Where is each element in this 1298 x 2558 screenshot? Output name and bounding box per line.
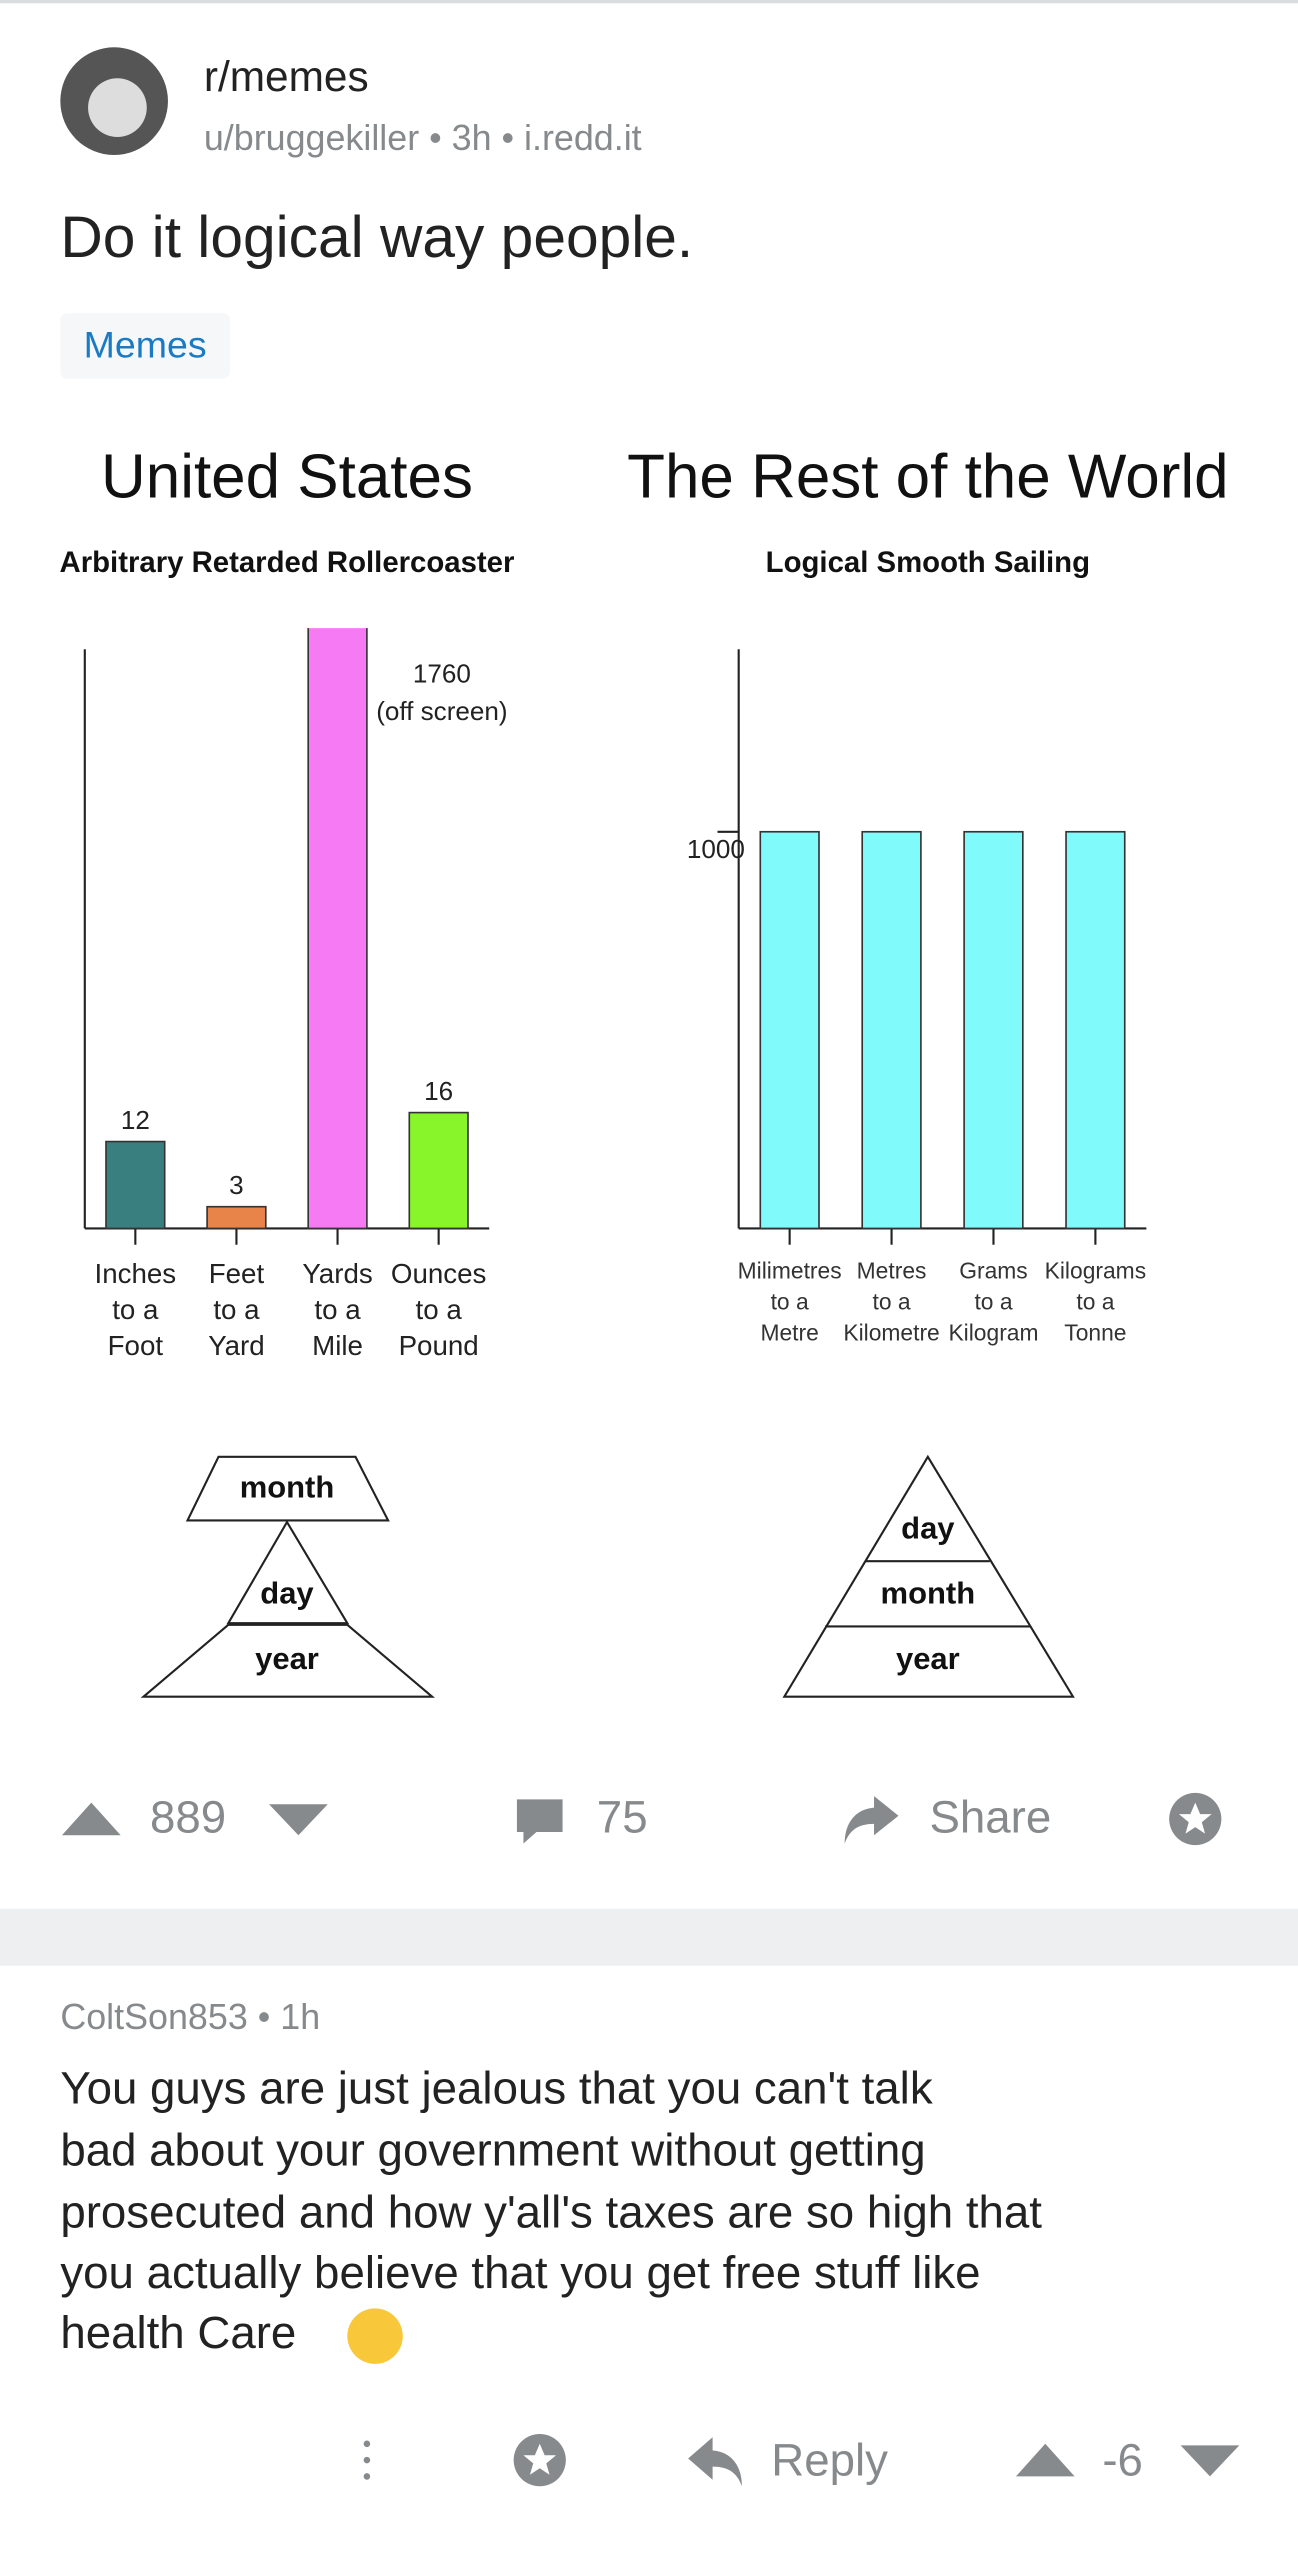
reply[interactable]: Reply	[771, 2434, 888, 2485]
comment-line: bad about your government without gettin…	[60, 2124, 925, 2175]
bar	[408, 1111, 469, 1230]
flair[interactable]: Memes	[84, 323, 207, 365]
x-tick-label: Pound	[399, 1330, 479, 1361]
chart-subtitle: Arbitrary Retarded Rollercoaster	[60, 546, 515, 579]
shape	[782, 1454, 1075, 1698]
comments-icon[interactable]	[516, 1799, 563, 1844]
comment-line: prosecuted and how y'all's taxes are so …	[60, 2186, 1042, 2237]
separator	[0, 1908, 1298, 1966]
comment-line: you actually believe that you get free s…	[60, 2247, 980, 2298]
x-tick-label: Grams	[959, 1258, 1027, 1284]
data-label: 3	[229, 1170, 244, 1200]
x-tick-label: Milimetres	[738, 1258, 842, 1284]
x-tick-label: to a	[873, 1288, 911, 1314]
post-title: Do it logical way people.	[60, 205, 693, 270]
upvote[interactable]	[1015, 2443, 1075, 2477]
x-tick-label: Kilometre	[843, 1319, 939, 1345]
annotation: (off screen)	[376, 696, 507, 726]
x-tick-label: to a	[112, 1294, 159, 1325]
x-tick-label: to a	[974, 1288, 1012, 1314]
x-tick-label: to a	[213, 1294, 260, 1325]
data-label: 12	[121, 1105, 150, 1135]
post-meta: u/bruggekiller • 3h • i.redd.it	[204, 118, 642, 158]
upvote[interactable]	[61, 1802, 121, 1836]
x-tick-label: Yards	[302, 1258, 372, 1289]
vote-count: 889	[150, 1792, 226, 1843]
date-part: day	[260, 1576, 314, 1611]
x-tick-label: to a	[314, 1294, 361, 1325]
share-icon[interactable]	[844, 1796, 899, 1844]
date-part: year	[255, 1641, 319, 1676]
award-star	[523, 2443, 557, 2475]
x-tick-label: to a	[1076, 1288, 1114, 1314]
x-tick-label: Metres	[857, 1258, 927, 1284]
date-part: month	[240, 1470, 335, 1505]
date-part: month	[881, 1576, 976, 1611]
flair-bg[interactable]	[60, 313, 230, 379]
more-dot[interactable]	[363, 2440, 371, 2448]
downvote[interactable]	[269, 1804, 328, 1836]
x-tick-label: to a	[416, 1294, 463, 1325]
x-tick-label: Kilograms	[1045, 1258, 1146, 1284]
bar	[963, 830, 1024, 1230]
bar	[759, 830, 820, 1230]
x-tick-label: Tonne	[1064, 1319, 1126, 1345]
shape	[185, 1455, 390, 1522]
chart-title: United States	[101, 443, 473, 512]
x-tick-label: Mile	[312, 1330, 363, 1361]
data-label: 16	[424, 1076, 453, 1106]
x-tick-label: Ounces	[391, 1258, 487, 1289]
top-border	[0, 0, 1298, 4]
x-tick-label: Yard	[208, 1330, 264, 1361]
chart-title: The Rest of the World	[627, 443, 1228, 512]
x-tick-label: Foot	[108, 1330, 164, 1361]
bar	[1065, 830, 1126, 1230]
y-tick-label: 1000	[687, 834, 745, 864]
bar	[206, 1205, 267, 1230]
data-label: 1760	[413, 658, 471, 688]
comment-score: -6	[1102, 2434, 1143, 2485]
more-dot[interactable]	[363, 2456, 371, 2464]
emoji	[347, 2308, 403, 2364]
reply-icon[interactable]	[688, 2437, 742, 2487]
bar	[105, 1140, 166, 1230]
bar	[307, 628, 368, 1230]
shape	[226, 1519, 350, 1625]
comment-line: health Care	[60, 2307, 296, 2358]
chart-subtitle: Logical Smooth Sailing	[766, 546, 1090, 579]
bar	[861, 830, 922, 1230]
share[interactable]: Share	[929, 1792, 1051, 1843]
x-tick-label: Feet	[209, 1258, 265, 1289]
x-tick-label: Inches	[95, 1258, 177, 1289]
comment-line: You guys are just jealous that you can't…	[60, 2062, 932, 2113]
avatar-face	[88, 78, 147, 138]
shape	[140, 1623, 436, 1698]
date-part: day	[901, 1510, 955, 1545]
date-part: year	[896, 1641, 960, 1676]
x-tick-label: to a	[771, 1288, 809, 1314]
x-tick-label: Metre	[760, 1319, 818, 1345]
spacer	[365, 2410, 368, 2413]
comment-count[interactable]: 75	[597, 1792, 648, 1843]
comment-meta: ColtSon853 • 1h	[60, 1997, 320, 2037]
subreddit[interactable]: r/memes	[204, 53, 369, 100]
downvote[interactable]	[1180, 2445, 1240, 2477]
x-tick-label: Kilogram	[948, 1319, 1038, 1345]
award-star	[1178, 1802, 1212, 1834]
more-dot[interactable]	[363, 2473, 371, 2480]
